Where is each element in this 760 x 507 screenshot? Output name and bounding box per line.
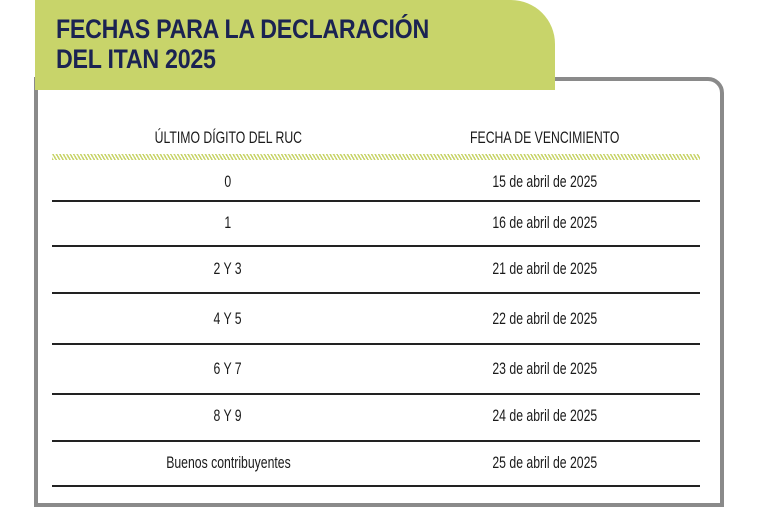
date-cell: 16 de abril de 2025 <box>492 213 598 232</box>
title-line-2: DEL ITAN 2025 <box>56 44 216 74</box>
row-divider <box>52 485 700 487</box>
digit-cell: Buenos contribuyentes <box>165 453 291 472</box>
row-divider <box>52 245 700 247</box>
date-cell: 24 de abril de 2025 <box>492 406 598 425</box>
date-cell: 15 de abril de 2025 <box>492 172 598 191</box>
row-divider <box>52 200 700 202</box>
date-cell: 23 de abril de 2025 <box>492 359 598 378</box>
row-divider <box>52 343 700 345</box>
digit-cell: 0 <box>224 172 232 191</box>
page-title: FECHAS PARA LA DECLARACIÓN DEL ITAN 2025 <box>56 14 429 74</box>
header-divider <box>52 154 700 160</box>
digit-cell: 4 Y 5 <box>213 309 243 328</box>
digit-cell: 2 Y 3 <box>213 259 243 278</box>
column-header-digit: ÚLTIMO DÍGITO DEL RUC <box>154 128 302 147</box>
title-banner <box>35 0 555 90</box>
row-divider <box>52 292 700 294</box>
row-divider <box>52 440 700 442</box>
column-header-date: FECHA DE VENCIMIENTO <box>470 128 620 147</box>
date-cell: 25 de abril de 2025 <box>492 453 598 472</box>
digit-cell: 6 Y 7 <box>213 359 243 378</box>
digit-cell: 8 Y 9 <box>213 406 243 425</box>
row-divider <box>52 393 700 395</box>
date-cell: 21 de abril de 2025 <box>492 259 598 278</box>
date-cell: 22 de abril de 2025 <box>492 309 598 328</box>
title-line-1: FECHAS PARA LA DECLARACIÓN <box>56 14 429 44</box>
digit-cell: 1 <box>224 213 232 232</box>
